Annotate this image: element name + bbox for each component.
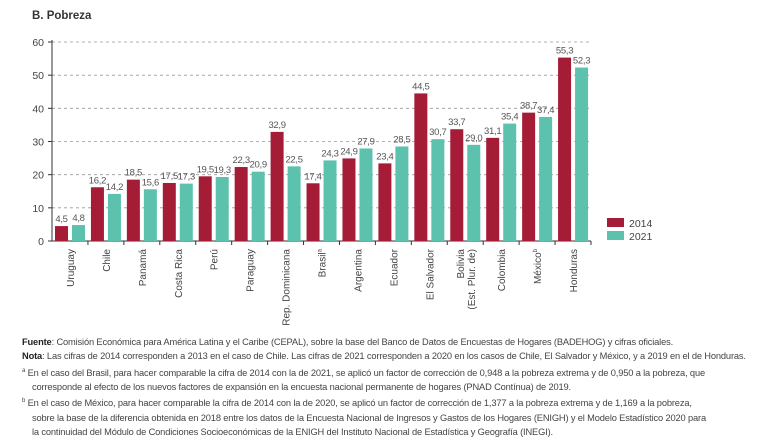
bar-2021 bbox=[107, 193, 121, 241]
footnote-b-cont: sobre la base de la diferencia obtenida … bbox=[32, 412, 706, 423]
x-category-label: Perú bbox=[210, 249, 221, 270]
data-label: 32,9 bbox=[268, 120, 285, 131]
legend-swatch-2014 bbox=[607, 218, 624, 227]
y-tick-label: 20 bbox=[32, 170, 44, 182]
data-label: 31,1 bbox=[484, 126, 501, 137]
bar-2014 bbox=[522, 112, 536, 242]
data-label: 4,5 bbox=[55, 214, 67, 225]
bar-2021 bbox=[467, 144, 481, 241]
footnote-b-cont2: la continuidad del Módulo de Condiciones… bbox=[32, 426, 553, 437]
bar-2021 bbox=[179, 183, 193, 241]
x-category-label: Bolivia bbox=[456, 249, 467, 279]
bar-chart: 0 10 20 30 40 50 60 4,5 4,8 Uruguay 16,214,2 Chile 1… bbox=[32, 37, 653, 326]
bar-2014 bbox=[486, 137, 500, 241]
x-category-label: Ecuador bbox=[389, 248, 400, 286]
data-label: 38,7 bbox=[520, 101, 537, 112]
x-category-label: (Est. Plur. de) bbox=[467, 249, 478, 310]
data-label: 24,3 bbox=[321, 148, 338, 159]
bar-2021 bbox=[251, 171, 265, 241]
data-label: 23,4 bbox=[376, 151, 393, 162]
bar-2014 bbox=[270, 131, 284, 241]
legend-label: 2021 bbox=[629, 231, 653, 243]
x-category-label: Uruguay bbox=[66, 249, 77, 287]
legend-swatch-2021 bbox=[607, 231, 624, 240]
data-label: 4,8 bbox=[72, 213, 84, 224]
data-label: 17,4 bbox=[304, 171, 321, 182]
x-category-label: Argentina bbox=[353, 249, 364, 292]
bar-2021 bbox=[395, 146, 409, 241]
data-label: 15,6 bbox=[142, 177, 159, 188]
x-category-label: Brasila bbox=[318, 248, 329, 277]
bar-2021 bbox=[359, 148, 373, 241]
footnote-a: a En el caso del Brasil, para hacer comp… bbox=[22, 367, 705, 378]
y-tick-label: 50 bbox=[32, 70, 44, 82]
y-tick-label: 0 bbox=[38, 236, 44, 248]
bar-2021 bbox=[143, 189, 157, 241]
data-label: 16,2 bbox=[89, 175, 106, 186]
x-category-label: Panamá bbox=[138, 249, 149, 287]
data-label: 44,5 bbox=[412, 81, 429, 92]
bar-2014 bbox=[414, 93, 428, 242]
bar-2014 bbox=[450, 129, 464, 241]
bar-2014 bbox=[558, 57, 572, 241]
data-label: 28,5 bbox=[393, 134, 410, 145]
footnote-a-cont: corresponde al efecto de los nuevos fact… bbox=[32, 381, 571, 392]
bar-2014 bbox=[342, 158, 356, 241]
x-category-label: El Salvador bbox=[425, 248, 436, 300]
data-label: 19,5 bbox=[197, 164, 214, 175]
data-label: 33,7 bbox=[448, 117, 465, 128]
bar-2021 bbox=[431, 139, 445, 241]
x-category-label: Costa Rica bbox=[174, 249, 185, 298]
general-note: Nota: Las cifras de 2014 corresponden a … bbox=[22, 351, 746, 362]
bar-2014 bbox=[306, 183, 320, 241]
data-label: 14,2 bbox=[106, 182, 123, 193]
data-label: 30,7 bbox=[429, 127, 446, 138]
data-label: 35,4 bbox=[501, 112, 518, 123]
data-label: 37,4 bbox=[537, 105, 554, 116]
data-label: 20,9 bbox=[250, 160, 267, 171]
bar-2021 bbox=[215, 176, 229, 241]
bar-2014 bbox=[55, 226, 68, 241]
x-category-label: Méxicob bbox=[533, 248, 544, 284]
x-category-label: Honduras bbox=[569, 249, 580, 292]
bar-2014 bbox=[378, 163, 392, 241]
bar-2021 bbox=[287, 166, 301, 241]
x-category-label: Chile bbox=[102, 249, 113, 272]
data-label: 29,0 bbox=[465, 133, 482, 144]
data-label: 19,3 bbox=[214, 165, 231, 176]
data-label: 17,3 bbox=[178, 172, 195, 183]
data-label: 17,5 bbox=[161, 171, 178, 182]
bar-2021 bbox=[575, 67, 589, 241]
data-label: 22,5 bbox=[285, 154, 302, 165]
bar-2014 bbox=[198, 176, 212, 241]
data-label: 22,3 bbox=[233, 155, 250, 166]
y-tick-label: 60 bbox=[32, 37, 44, 49]
data-label: 52,3 bbox=[573, 56, 590, 67]
data-label: 27,9 bbox=[357, 136, 374, 147]
bar-2021 bbox=[72, 225, 85, 241]
bar-2014 bbox=[234, 167, 248, 241]
bar-2014 bbox=[90, 187, 104, 241]
y-tick-label: 30 bbox=[32, 137, 44, 149]
bar-2021 bbox=[323, 160, 337, 241]
data-label: 24,9 bbox=[340, 146, 357, 157]
chart-title: B. Pobreza bbox=[32, 10, 92, 22]
bar-2014 bbox=[162, 182, 176, 241]
y-tick-label: 10 bbox=[32, 203, 44, 215]
data-label: 55,3 bbox=[556, 46, 573, 57]
data-label: 18,5 bbox=[125, 168, 142, 179]
x-category-label: Rep. Dominicana bbox=[282, 249, 293, 326]
bar-2021 bbox=[539, 116, 553, 241]
bar-2014 bbox=[126, 179, 140, 241]
source-note: Fuente: Comisión Económica para América … bbox=[22, 337, 674, 347]
x-category-label: Colombia bbox=[497, 249, 508, 292]
y-tick-label: 40 bbox=[32, 103, 44, 115]
bar-2021 bbox=[503, 123, 517, 241]
legend-label: 2014 bbox=[629, 218, 653, 230]
footnote-b: b En el caso de México, para hacer compa… bbox=[22, 398, 692, 409]
x-category-label: Paraguay bbox=[246, 249, 257, 292]
footnotes: Fuente: Comisión Económica para América … bbox=[22, 335, 772, 439]
